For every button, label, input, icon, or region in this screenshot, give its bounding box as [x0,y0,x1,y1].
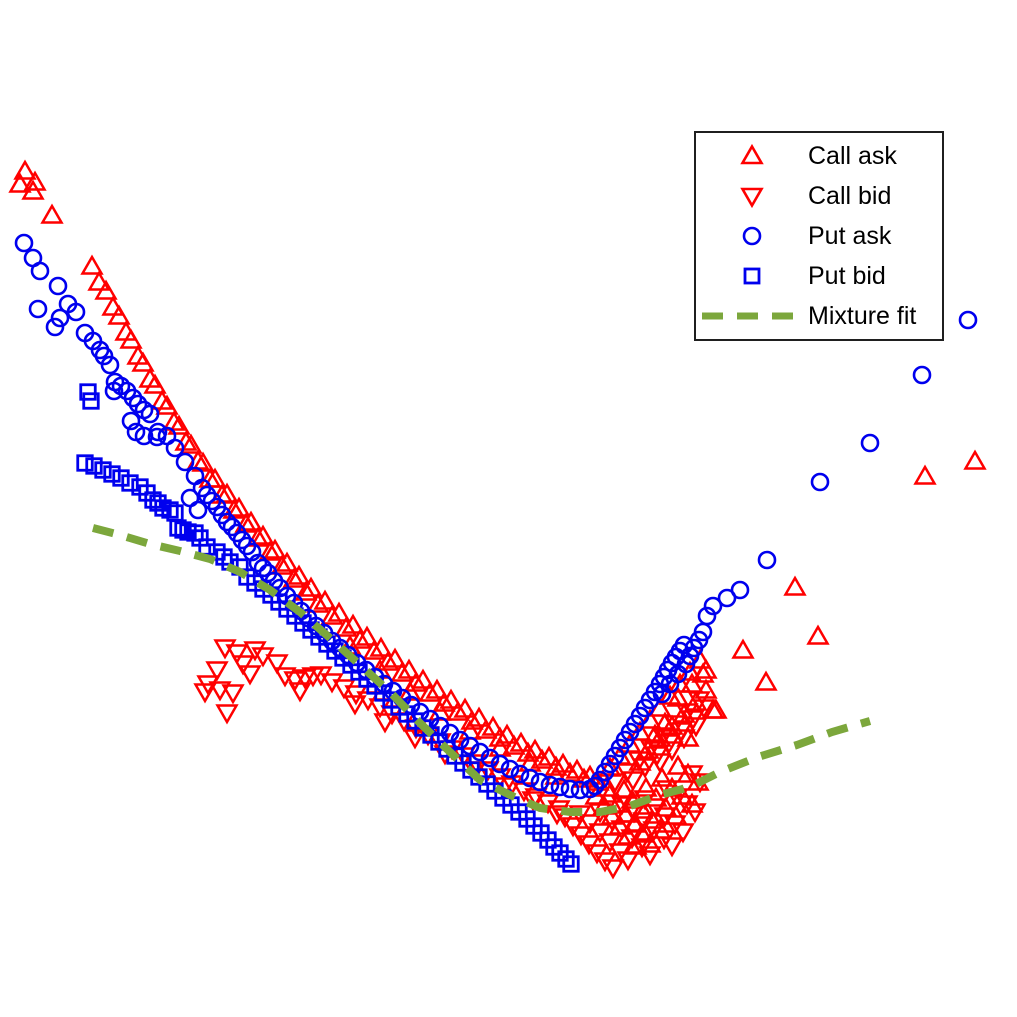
legend-label-put-ask: Put ask [808,221,892,250]
mixture-fit-line [91,524,872,816]
dashed-line-icon [696,302,808,330]
square-icon [696,262,808,290]
legend-entry-put-ask: Put ask [696,216,942,256]
legend-label-call-bid: Call bid [808,181,892,210]
legend-label-mixture-fit: Mixture fit [808,301,917,330]
series-put-ask [14,233,978,800]
series-mixture-fit [91,524,872,816]
legend-entry-call-ask: Call ask [696,136,942,176]
legend-label-call-ask: Call ask [808,141,897,170]
legend-label-put-bid: Put bid [808,261,886,290]
triangle-down-icon [696,182,808,210]
legend-entry-put-bid: Put bid [696,256,942,296]
legend-entry-mixture-fit: Mixture fit [696,296,942,336]
series-put-bid [76,383,580,873]
circle-icon [696,222,808,250]
legend-entry-call-bid: Call bid [696,176,942,216]
legend-box: Call ask Call bid Put ask [694,131,944,341]
triangle-up-icon [696,142,808,170]
